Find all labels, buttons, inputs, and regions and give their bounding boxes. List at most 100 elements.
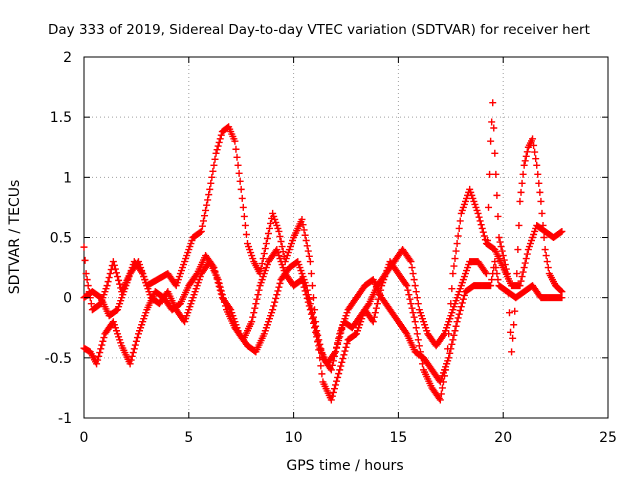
data-point — [81, 256, 89, 264]
data-point — [313, 333, 321, 341]
data-point — [413, 330, 421, 338]
data-point — [216, 135, 224, 143]
data-point — [262, 240, 270, 248]
data-point — [87, 300, 95, 308]
data-point — [521, 259, 529, 267]
data-point — [490, 124, 498, 132]
data-point — [269, 306, 277, 314]
data-point — [493, 191, 501, 199]
data-point — [311, 324, 319, 332]
data-point — [450, 331, 458, 339]
data-point — [538, 209, 546, 217]
data-point — [332, 381, 340, 389]
data-point — [308, 282, 316, 290]
data-point — [104, 278, 112, 286]
data-point — [494, 212, 502, 220]
data-point — [131, 341, 139, 349]
data-point — [236, 177, 244, 185]
data-point — [254, 291, 262, 299]
data-point — [307, 270, 315, 278]
y-axis-label: SDTVAR / TECUs — [7, 180, 23, 295]
data-point — [196, 228, 204, 236]
data-point — [220, 298, 228, 306]
data-point — [448, 340, 456, 348]
data-point — [451, 327, 459, 335]
data-point — [454, 314, 462, 322]
data-point — [273, 291, 281, 299]
data-point — [408, 304, 416, 312]
data-point — [519, 268, 527, 276]
data-point — [264, 229, 272, 237]
data-point — [557, 287, 565, 295]
data-point — [276, 232, 284, 240]
data-point — [448, 285, 456, 293]
data-point — [210, 161, 218, 169]
data-point — [478, 224, 486, 232]
data-point — [275, 283, 283, 291]
data-point — [253, 295, 261, 303]
data-point — [341, 347, 349, 355]
data-point — [342, 343, 350, 351]
data-point — [314, 337, 322, 345]
data-point — [459, 295, 467, 303]
data-point — [445, 354, 453, 362]
data-point — [369, 318, 377, 326]
data-point — [371, 309, 379, 317]
data-point — [248, 318, 256, 326]
data-point — [458, 299, 466, 307]
data-point — [455, 310, 463, 318]
data-point — [318, 370, 326, 378]
data-point — [305, 252, 313, 260]
data-point — [522, 255, 530, 263]
data-point — [407, 300, 415, 308]
data-point — [405, 291, 413, 299]
data-point — [219, 294, 227, 302]
y-tick-label: 1.5 — [50, 110, 72, 126]
data-point — [308, 315, 316, 323]
data-point — [456, 217, 464, 225]
data-point — [261, 245, 269, 253]
data-point — [203, 201, 211, 209]
data-point — [249, 313, 257, 321]
data-point — [83, 276, 91, 284]
data-point — [257, 265, 265, 273]
data-point — [304, 298, 312, 306]
data-point — [542, 252, 550, 260]
data-point — [250, 309, 258, 317]
data-point — [126, 360, 134, 368]
data-point — [84, 282, 92, 290]
data-point — [519, 170, 527, 178]
data-point — [335, 370, 343, 378]
data-point — [518, 179, 526, 187]
data-point — [409, 309, 417, 317]
data-point — [483, 237, 491, 245]
data-point — [306, 258, 314, 266]
data-point — [449, 270, 457, 278]
x-tick-label: 0 — [80, 430, 89, 446]
data-point — [299, 279, 307, 287]
data-point — [508, 348, 516, 356]
data-point — [516, 282, 524, 290]
data-point — [112, 269, 120, 277]
data-point — [453, 318, 461, 326]
data-point — [449, 336, 457, 344]
data-point — [335, 337, 343, 345]
data-point — [255, 286, 263, 294]
data-point — [412, 324, 420, 332]
data-point — [523, 148, 531, 156]
data-point — [333, 377, 341, 385]
data-point — [132, 337, 140, 345]
data-point — [520, 161, 528, 169]
data-point — [259, 255, 267, 263]
data-point — [205, 191, 213, 199]
data-point — [333, 344, 341, 352]
data-point — [115, 276, 123, 284]
y-tick-label: 1 — [63, 170, 72, 186]
x-axis-label: GPS time / hours — [286, 458, 403, 474]
data-point — [130, 345, 138, 353]
data-point — [221, 302, 229, 310]
data-point — [114, 273, 122, 281]
data-point — [332, 348, 340, 356]
data-point — [486, 170, 494, 178]
data-point — [106, 270, 114, 278]
